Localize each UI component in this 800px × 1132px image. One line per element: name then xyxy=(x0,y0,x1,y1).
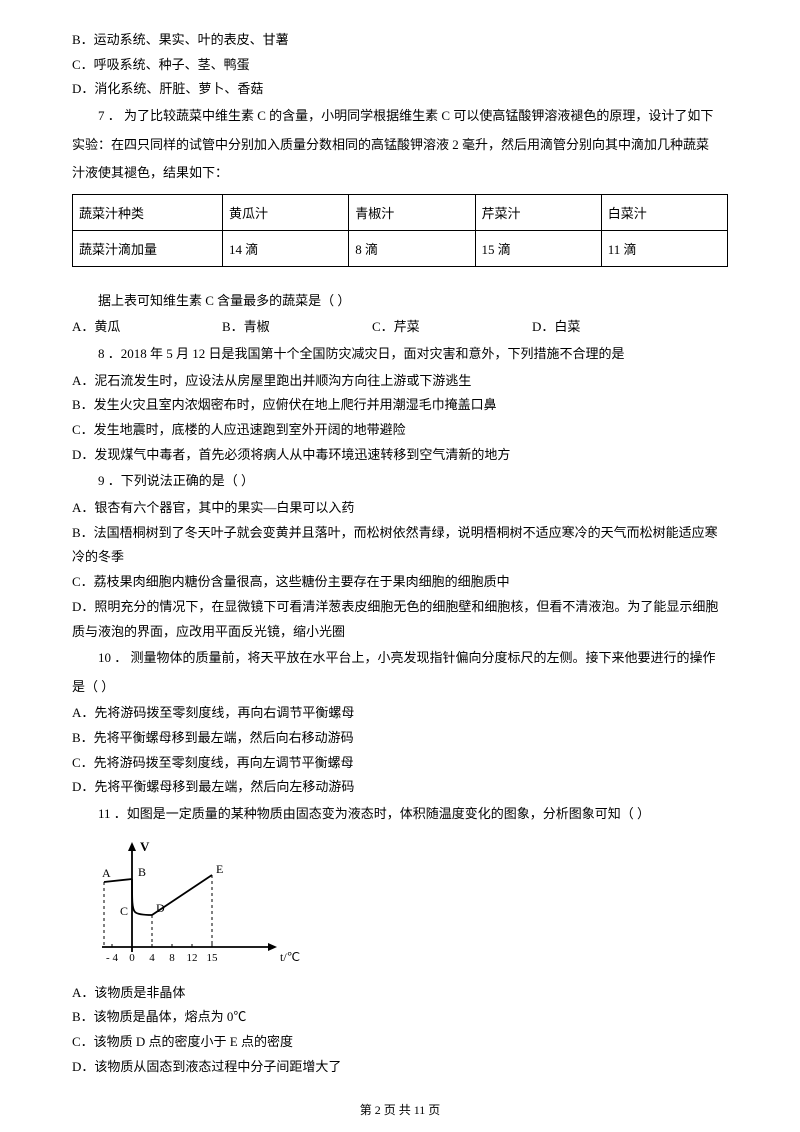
q11-stem: 11 ．如图是一定质量的某种物质由固态变为液态时，体积随温度变化的图象，分析图象… xyxy=(72,800,728,829)
q8-opt-b: B．发生火灾且室内浓烟密布时，应俯伏在地上爬行并用潮湿毛巾掩盖口鼻 xyxy=(72,393,728,418)
q7-opt-a: A．黄瓜 xyxy=(72,315,222,340)
table-cell: 黄瓜汁 xyxy=(223,194,349,230)
q11-opt-b: B．该物质是晶体，熔点为 0℃ xyxy=(72,1005,728,1030)
q10-stem2: 是（ ） xyxy=(72,673,728,702)
svg-text:- 4: - 4 xyxy=(106,952,118,964)
q7-para3: 汁液使其褪色，结果如下： xyxy=(72,159,728,188)
q7-para1: 7 ． 为了比较蔬菜中维生素 C 的含量，小明同学根据维生素 C 可以使高锰酸钾… xyxy=(72,102,728,131)
q9-stem: 9 ．下列说法正确的是（ ） xyxy=(72,467,728,496)
q7-para2: 实验：在四只同样的试管中分别加入质量分数相同的高锰酸钾溶液 2 毫升，然后用滴管… xyxy=(72,131,728,160)
svg-text:15: 15 xyxy=(207,952,219,964)
q7-post: 据上表可知维生素 C 含量最多的蔬菜是（ ） xyxy=(72,287,728,316)
q10-opt-b: B．先将平衡螺母移到最左端，然后向右移动游码 xyxy=(72,726,728,751)
table-cell: 8 滴 xyxy=(349,230,475,266)
svg-text:A: A xyxy=(102,866,111,880)
q11-opt-a: A．该物质是非晶体 xyxy=(72,981,728,1006)
svg-text:E: E xyxy=(216,862,223,876)
q9-opt-a: A．银杏有六个器官，其中的果实—白果可以入药 xyxy=(72,496,728,521)
svg-text:t/℃: t/℃ xyxy=(280,950,300,964)
q-option-d: D．消化系统、肝脏、萝卜、香菇 xyxy=(72,77,728,102)
q-option-c: C．呼吸系统、种子、茎、鸭蛋 xyxy=(72,53,728,78)
q10-opt-c: C．先将游码拨至零刻度线，再向左调节平衡螺母 xyxy=(72,751,728,776)
table-cell: 蔬菜汁种类 xyxy=(73,194,223,230)
svg-text:8: 8 xyxy=(169,952,175,964)
q8-opt-d: D．发现煤气中毒者，首先必须将病人从中毒环境迅速转移到空气清新的地方 xyxy=(72,443,728,468)
table-cell: 14 滴 xyxy=(223,230,349,266)
table-cell: 青椒汁 xyxy=(349,194,475,230)
table-cell: 芹菜汁 xyxy=(475,194,601,230)
q8-stem: 8 ．2018 年 5 月 12 日是我国第十个全国防灾减灾日，面对灾害和意外，… xyxy=(72,340,728,369)
table-cell: 白菜汁 xyxy=(601,194,727,230)
svg-text:C: C xyxy=(120,904,128,918)
q11-opt-d: D．该物质从固态到液态过程中分子间距增大了 xyxy=(72,1055,728,1080)
svg-text:V: V xyxy=(140,839,150,854)
svg-text:0: 0 xyxy=(129,952,135,964)
page-footer: 第 2 页 共 11 页 xyxy=(0,1101,800,1118)
q11-opt-c: C．该物质 D 点的密度小于 E 点的密度 xyxy=(72,1030,728,1055)
q10-stem1: 10 ． 测量物体的质量前，将天平放在水平台上，小亮发现指针偏向分度标尺的左侧。… xyxy=(72,644,728,673)
q9-opt-c: C．荔枝果肉细胞内糖份含量很高，这些糖份主要存在于果肉细胞的细胞质中 xyxy=(72,570,728,595)
q7-opt-c: C．芹菜 xyxy=(372,315,532,340)
table-cell: 15 滴 xyxy=(475,230,601,266)
table-row: 蔬菜汁种类 黄瓜汁 青椒汁 芹菜汁 白菜汁 xyxy=(73,194,728,230)
table-cell: 蔬菜汁滴加量 xyxy=(73,230,223,266)
svg-text:12: 12 xyxy=(187,952,198,964)
table-row: 蔬菜汁滴加量 14 滴 8 滴 15 滴 11 滴 xyxy=(73,230,728,266)
q-option-b: B．运动系统、果实、叶的表皮、甘薯 xyxy=(72,28,728,53)
q7-opt-b: B．青椒 xyxy=(222,315,372,340)
q8-opt-c: C．发生地震时，底楼的人应迅速跑到室外开阔的地带避险 xyxy=(72,418,728,443)
q8-opt-a: A．泥石流发生时，应设法从房屋里跑出并顺沟方向往上游或下游逃生 xyxy=(72,369,728,394)
q9-opt-b: B．法国梧桐树到了冬天叶子就会变黄并且落叶，而松树依然青绿，说明梧桐树不适应寒冷… xyxy=(72,521,728,570)
q10-opt-a: A．先将游码拨至零刻度线，再向右调节平衡螺母 xyxy=(72,701,728,726)
q7-table: 蔬菜汁种类 黄瓜汁 青椒汁 芹菜汁 白菜汁 蔬菜汁滴加量 14 滴 8 滴 15… xyxy=(72,194,728,267)
svg-text:4: 4 xyxy=(149,952,155,964)
svg-text:D: D xyxy=(156,901,165,915)
q11-chart: - 4 0 4 8 12 15 Vt/℃ A B C D E xyxy=(92,837,728,977)
q7-options: A．黄瓜 B．青椒 C．芹菜 D．白菜 xyxy=(72,315,728,340)
svg-text:B: B xyxy=(138,865,146,879)
table-cell: 11 滴 xyxy=(601,230,727,266)
q10-opt-d: D．先将平衡螺母移到最左端，然后向左移动游码 xyxy=(72,775,728,800)
q9-opt-d: D．照明充分的情况下，在显微镜下可看清洋葱表皮细胞无色的细胞壁和细胞核，但看不清… xyxy=(72,595,728,644)
q7-opt-d: D．白菜 xyxy=(532,315,728,340)
